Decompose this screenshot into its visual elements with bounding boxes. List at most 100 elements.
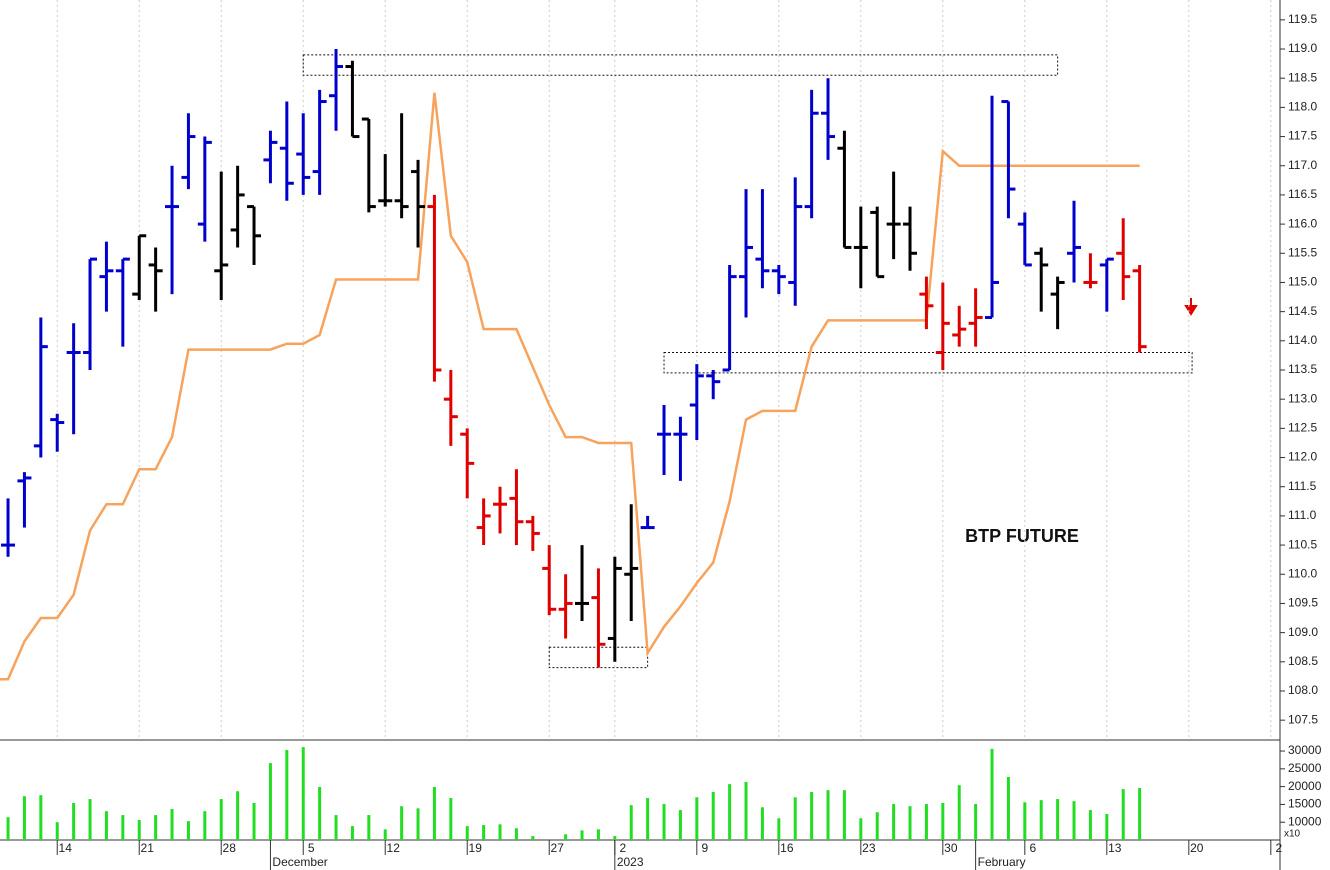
volume-bar: [498, 824, 502, 840]
volume-bar: [432, 786, 436, 840]
month-label: 2023: [617, 855, 644, 869]
y-tick-label: 109.0: [1288, 625, 1318, 639]
volume-bar: [990, 748, 994, 840]
y-tick-label: 108.0: [1288, 683, 1318, 697]
stop-line: [0, 92, 1140, 681]
y-tick-label: 115.5: [1288, 245, 1317, 259]
y-tick-label: 10000: [1288, 814, 1322, 828]
volume-bar: [301, 747, 305, 840]
volume-bar: [531, 836, 535, 840]
y-tick-label: 114.0: [1288, 333, 1317, 347]
volume-bar: [350, 826, 354, 840]
x-tick-label: 14: [59, 841, 73, 855]
volume-bar: [974, 804, 978, 840]
volume-bar: [777, 818, 781, 840]
volume-bar: [646, 798, 650, 840]
volume-bar: [203, 811, 207, 840]
volume-bar: [1105, 814, 1109, 840]
x-tick-label: 2: [1275, 841, 1282, 855]
x-tick-label: 19: [469, 841, 483, 855]
volume-bar: [121, 815, 125, 840]
volume-bar: [416, 808, 420, 840]
y-tick-label: 115.0: [1288, 275, 1317, 289]
volume-bar: [186, 821, 190, 840]
volume-bar: [793, 797, 797, 840]
volume-bar: [941, 802, 945, 840]
x-tick-label: 2: [619, 841, 626, 855]
x-tick-label: 9: [701, 841, 708, 855]
volume-bar: [564, 834, 568, 840]
volume-bar: [465, 826, 469, 840]
x-tick-label: 27: [551, 841, 565, 855]
x-tick-label: 20: [1190, 841, 1204, 855]
y-tick-label: 119.5: [1288, 12, 1317, 26]
y-tick-label: 15000: [1288, 797, 1322, 811]
x-tick-label: 16: [780, 841, 794, 855]
month-label: February: [978, 855, 1026, 869]
y-tick-label: 116.0: [1288, 216, 1317, 230]
y-tick-label: 110.0: [1288, 566, 1317, 580]
volume-bar: [383, 829, 387, 840]
volume-bar: [580, 830, 584, 840]
volume-bar: [760, 807, 764, 840]
volume-bar: [6, 817, 10, 840]
volume-bar: [236, 791, 240, 840]
volume-bar: [318, 786, 322, 840]
volume-bar: [400, 806, 404, 840]
y-tick-label: 118.5: [1288, 70, 1317, 84]
y-tick-label: 117.5: [1288, 129, 1317, 143]
volume-bar: [1056, 799, 1060, 840]
volume-bar: [957, 785, 961, 840]
volume-bar: [678, 810, 682, 840]
volume-bar: [88, 799, 92, 840]
volume-bar: [744, 781, 748, 840]
volume-bar: [613, 836, 617, 840]
volume-bar: [252, 802, 256, 840]
volume-bar: [1121, 789, 1125, 840]
x-tick-label: 30: [944, 841, 958, 855]
volume-bar: [1023, 802, 1027, 840]
y-tick-label: 119.0: [1288, 41, 1317, 55]
y-tick-label: 108.5: [1288, 654, 1318, 668]
x-tick-label: 21: [141, 841, 155, 855]
x-tick-label: 12: [387, 841, 401, 855]
volume-bar: [22, 796, 26, 840]
volume-bar: [219, 799, 223, 840]
volume-bar: [596, 829, 600, 840]
volume-bar: [1006, 777, 1010, 840]
volume-bar: [875, 812, 879, 840]
y-tick-label: 113.0: [1288, 391, 1317, 405]
volume-bar: [285, 749, 289, 840]
x-tick-label: 6: [1029, 841, 1036, 855]
y-tick-label: 111.0: [1288, 508, 1317, 522]
volume-bar: [367, 815, 371, 840]
volume-bar: [514, 828, 518, 840]
volume-bar: [170, 809, 174, 840]
volume-bar: [826, 790, 830, 840]
volume-bar: [137, 820, 141, 840]
y-tick-label: 20000: [1288, 779, 1322, 793]
volume-bar: [711, 791, 715, 840]
volume-bar: [728, 784, 732, 840]
volume-bar: [842, 790, 846, 840]
y-tick-label: 109.5: [1288, 596, 1318, 610]
y-tick-label: 107.5: [1288, 712, 1318, 726]
volume-bar: [1072, 801, 1076, 840]
volume-bar: [154, 815, 158, 840]
volume-bar: [1039, 800, 1043, 840]
volume-bar: [449, 798, 453, 840]
y-tick-label: 117.0: [1288, 158, 1317, 172]
y-tick-label: 112.5: [1288, 421, 1317, 435]
volume-bar: [695, 797, 699, 840]
volume-bar: [334, 815, 338, 840]
volume-bar: [72, 802, 76, 840]
volume-bar: [908, 806, 912, 840]
y-tick-label: 110.5: [1288, 537, 1317, 551]
y-tick-label: 30000: [1288, 743, 1322, 757]
volume-bar: [482, 825, 486, 840]
volume-bar: [268, 763, 272, 840]
y-tick-label: 112.0: [1288, 450, 1317, 464]
x-tick-label: 5: [308, 841, 315, 855]
y-tick-label: 111.5: [1288, 479, 1317, 493]
